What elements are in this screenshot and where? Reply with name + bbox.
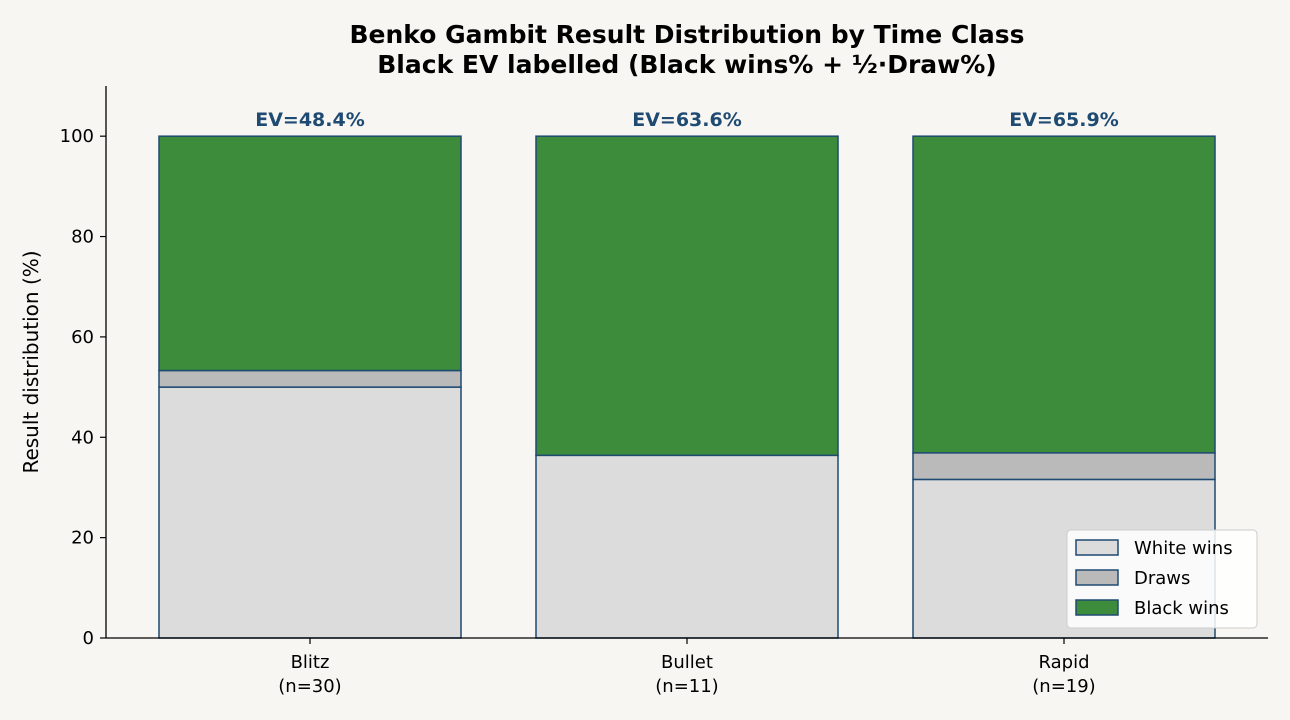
x-tick-count: (n=19) [1032,676,1095,697]
bars-group [158,135,1216,639]
y-axis-label: Result distribution (%) [19,250,43,473]
bar-segment-black-wins-bullet [535,135,839,457]
legend-swatch [1075,539,1119,556]
legend-label: Draws [1134,568,1190,589]
bar-segment-white-wins-bullet [535,454,839,639]
bar-segment-draws-rapid [912,452,1216,481]
legend-swatch [1075,569,1119,586]
y-tick-label: 100 [60,126,94,147]
y-tick-label: 20 [71,528,94,549]
ev-label: EV=48.4% [255,109,365,131]
ev-label: EV=63.6% [632,109,742,131]
ev-label: EV=65.9% [1009,109,1119,131]
bar-segment-black-wins-rapid [912,135,1216,454]
x-tick-label: Bullet [661,652,713,673]
ev-labels-group: EV=48.4% EV=63.6% EV=65.9% [255,109,1119,131]
x-tick-label: Rapid [1039,652,1090,673]
x-tick-count: (n=11) [655,676,718,697]
legend-swatch [1075,599,1119,616]
bar-segment-black-wins-blitz [158,135,462,372]
x-tick-label: Blitz [291,652,330,673]
legend-label: Black wins [1134,598,1229,619]
x-tick-count: (n=30) [278,676,341,697]
axes-group: Blitz (n=30) Bullet (n=11) Rapid (n=19) 0 20 40 6… [60,86,1268,697]
y-tick-label: 0 [83,628,94,649]
y-tick-label: 80 [71,227,94,248]
chart-subtitle: Black EV labelled (Black wins% + ½·Draw%… [377,50,996,79]
chart-title: Benko Gambit Result Distribution by Time… [349,20,1024,49]
legend: White wins Draws Black wins [1066,529,1258,629]
y-tick-label: 40 [71,427,94,448]
y-tick-label: 60 [71,327,94,348]
bar-segment-white-wins-blitz [158,386,462,639]
legend-label: White wins [1134,538,1233,559]
bar-segment-draws-blitz [158,369,462,388]
